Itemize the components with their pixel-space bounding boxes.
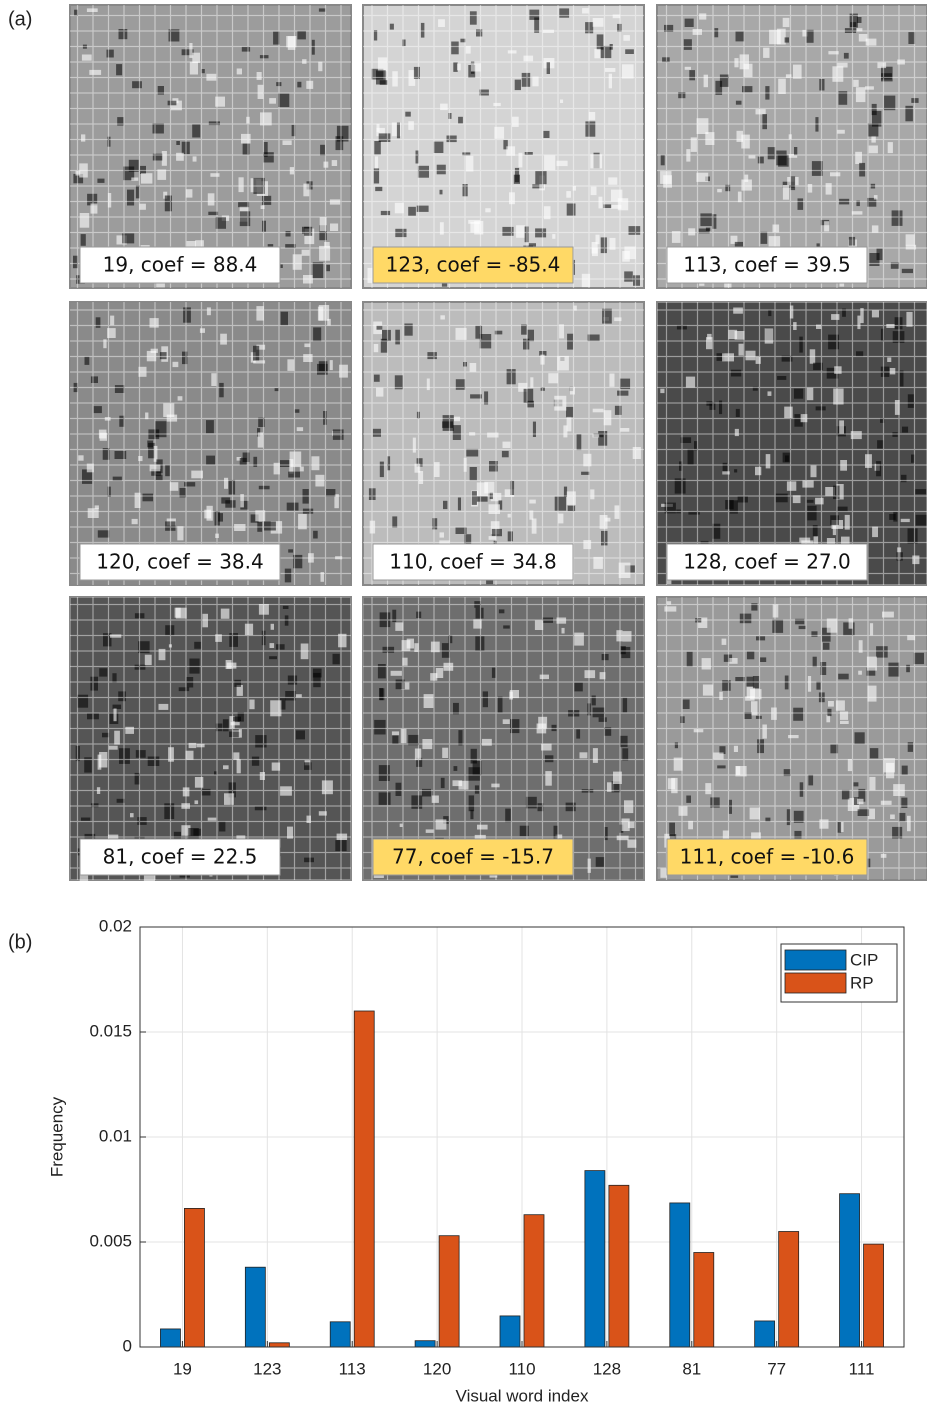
- label-box: [666, 838, 868, 876]
- legend-label: RP: [850, 973, 874, 992]
- y-tick-label: 0: [123, 1336, 132, 1355]
- image-tile: 128, coef = 27.0: [656, 301, 927, 586]
- label-box: [372, 838, 574, 876]
- x-tick-label: 77: [767, 1359, 786, 1378]
- tile-label: 128, coef = 27.0: [683, 550, 850, 574]
- bar: [244, 1266, 266, 1348]
- image-tile: 123, coef = -85.4: [362, 4, 645, 289]
- y-tick-label: 0.01: [99, 1126, 132, 1145]
- tile-label: 19, coef = 88.4: [103, 253, 258, 277]
- tile-label: 111, coef = -10.6: [680, 845, 855, 869]
- y-axis-label: Frequency: [47, 1096, 66, 1177]
- image-tile: 113, coef = 39.5: [656, 4, 927, 289]
- legend-swatch: [784, 972, 847, 994]
- tile-label: 123, coef = -85.4: [386, 253, 561, 277]
- bar: [414, 1340, 436, 1348]
- y-tick-label: 0.005: [89, 1231, 132, 1250]
- bar: [608, 1184, 630, 1348]
- legend-label: CIP: [850, 950, 878, 969]
- bar: [268, 1342, 290, 1348]
- label-box: [666, 246, 868, 284]
- image-tile: 120, coef = 38.4: [69, 301, 352, 586]
- bar: [353, 1010, 375, 1348]
- tile-label: 110, coef = 34.8: [389, 550, 556, 574]
- bar: [778, 1231, 800, 1348]
- x-tick-label: 123: [253, 1359, 281, 1378]
- legend-swatch: [784, 949, 847, 971]
- texture-grid: [363, 5, 644, 288]
- panel-label: (a): [8, 8, 32, 30]
- texture-grid: [70, 597, 351, 880]
- x-tick-label: 128: [593, 1359, 621, 1378]
- texture-grid: [657, 302, 927, 585]
- x-tick-label: 111: [849, 1359, 875, 1378]
- bar: [669, 1202, 691, 1348]
- y-tick-label: 0.02: [99, 916, 132, 935]
- panel-label: (b): [8, 931, 32, 953]
- texture-grid: [70, 302, 351, 585]
- label-box: [372, 246, 574, 284]
- label-box: [79, 838, 281, 876]
- tile-label: 113, coef = 39.5: [683, 253, 850, 277]
- bar: [863, 1243, 884, 1348]
- bar: [693, 1252, 715, 1348]
- texture-grid: [70, 5, 351, 288]
- bar: [160, 1328, 181, 1348]
- image-tile: 81, coef = 22.5: [69, 596, 352, 885]
- x-tick-label: 110: [508, 1359, 535, 1378]
- image-tile: 111, coef = -10.6: [656, 596, 927, 881]
- texture-grid: [657, 597, 927, 880]
- bar: [329, 1321, 351, 1348]
- bar: [839, 1193, 860, 1348]
- label-box: [666, 543, 868, 581]
- label-box: [372, 543, 574, 581]
- bar: [499, 1315, 521, 1348]
- bar: [184, 1208, 205, 1348]
- bar: [523, 1214, 545, 1348]
- label-box: [79, 246, 281, 284]
- x-axis-label: Visual word index: [456, 1386, 589, 1405]
- tile-label: 120, coef = 38.4: [96, 550, 263, 574]
- tile-label: 77, coef = -15.7: [392, 845, 554, 869]
- bar: [438, 1235, 460, 1348]
- image-tile: 110, coef = 34.8: [362, 301, 645, 586]
- texture-grid: [363, 302, 644, 585]
- texture-grid: [363, 597, 644, 880]
- x-tick-label: 113: [339, 1359, 366, 1378]
- y-tick-label: 0.015: [89, 1021, 132, 1040]
- tile-label: 81, coef = 22.5: [103, 845, 258, 869]
- label-box: [79, 543, 281, 581]
- x-tick-label: 19: [173, 1359, 192, 1378]
- x-tick-label: 120: [423, 1359, 451, 1378]
- plot-frame: [139, 926, 905, 1348]
- bar: [584, 1170, 606, 1348]
- bar: [754, 1320, 776, 1348]
- image-tile: 19, coef = 88.4: [69, 4, 352, 289]
- image-tile: 77, coef = -15.7: [362, 596, 645, 881]
- x-tick-label: 81: [682, 1359, 701, 1378]
- texture-grid: [657, 5, 927, 288]
